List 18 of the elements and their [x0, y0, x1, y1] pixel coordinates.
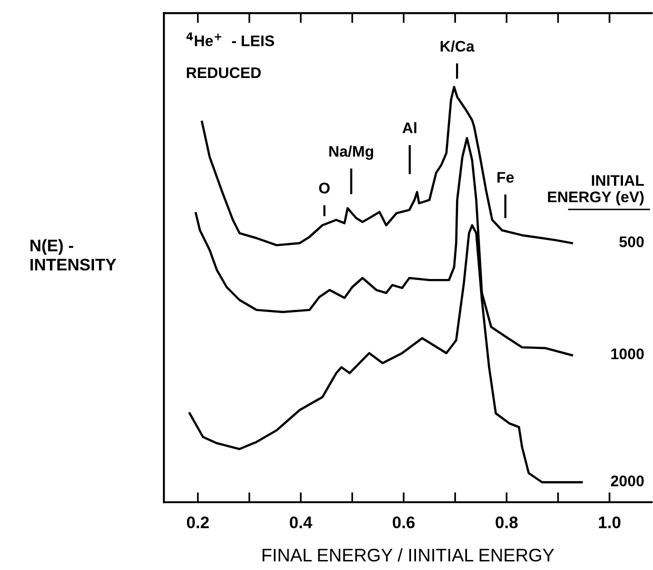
text: REDUCED [186, 67, 261, 78]
y-axis-title: N(E) - INTENSITY [30, 239, 116, 271]
annotation: Fe [497, 172, 514, 183]
x-tick-label: 0.4 [290, 516, 312, 528]
text: $^{4}$He$^{+}$ - LEIS [186, 32, 274, 46]
x-tick-label: 1.0 [598, 516, 620, 528]
legend-title: INITIAL ENERGY (eV) [548, 175, 644, 206]
text: 1000 [611, 348, 644, 360]
x-tick-label: 0.8 [496, 516, 518, 528]
annotation: O [319, 182, 330, 194]
x-tick-label: 0.2 [186, 516, 209, 528]
x-axis-title: FINAL ENERGY / IINITIAL ENERGY [262, 548, 554, 562]
x-tick-label: 0.6 [392, 516, 415, 528]
text: K/Ca [440, 40, 475, 52]
annotation: Al [402, 122, 416, 134]
text: 500 [619, 236, 644, 248]
series-label: 2000 [610, 476, 644, 486]
annotation: Na/Mg [329, 146, 374, 160]
